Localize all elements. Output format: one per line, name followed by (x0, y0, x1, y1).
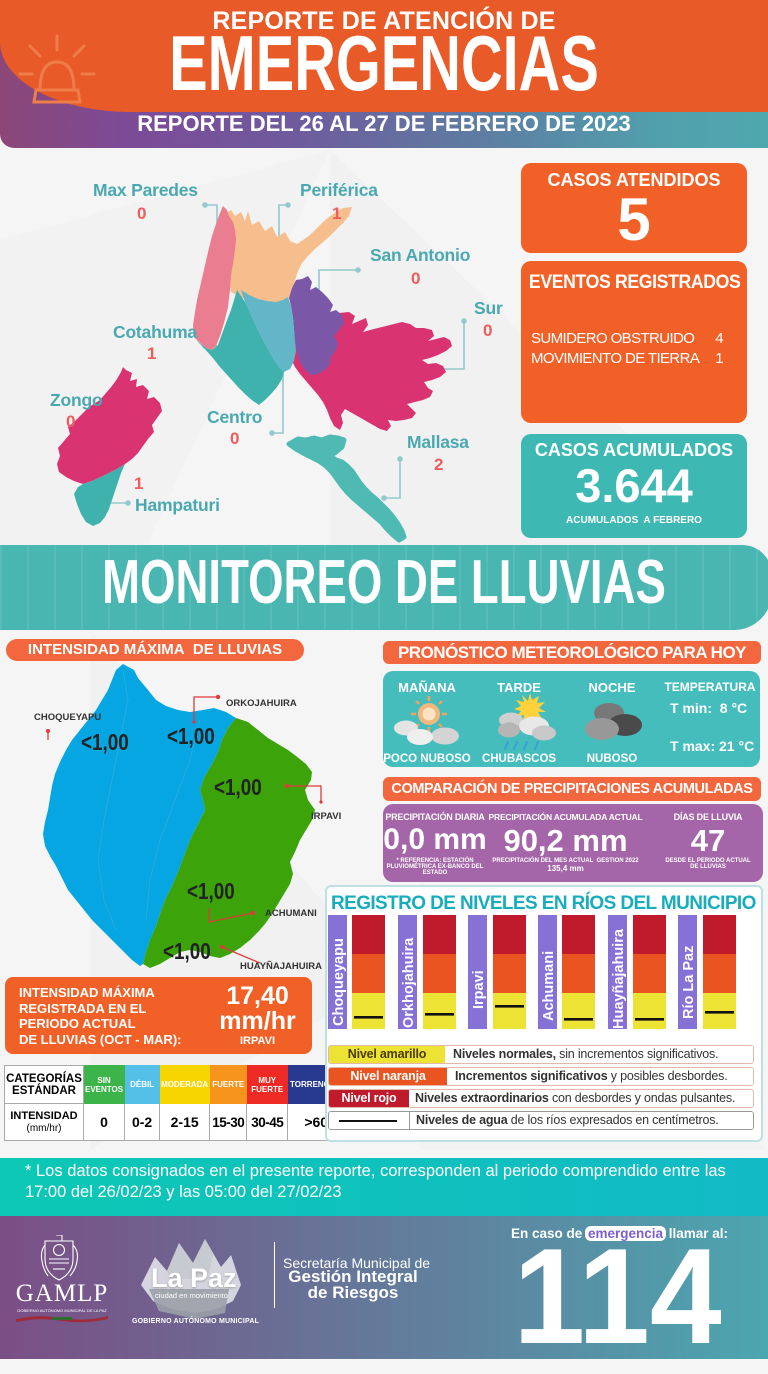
svg-text:Orkhojahuira: Orkhojahuira (401, 937, 417, 1028)
svg-text:Achumani: Achumani (541, 951, 557, 1021)
svg-text:Huayñajahuira: Huayñajahuira (611, 928, 627, 1029)
svg-text:Río La Paz: Río La Paz (681, 946, 697, 1019)
svg-text:Irpavi: Irpavi (471, 970, 487, 1009)
svg-text:Choqueyapu: Choqueyapu (331, 938, 347, 1026)
